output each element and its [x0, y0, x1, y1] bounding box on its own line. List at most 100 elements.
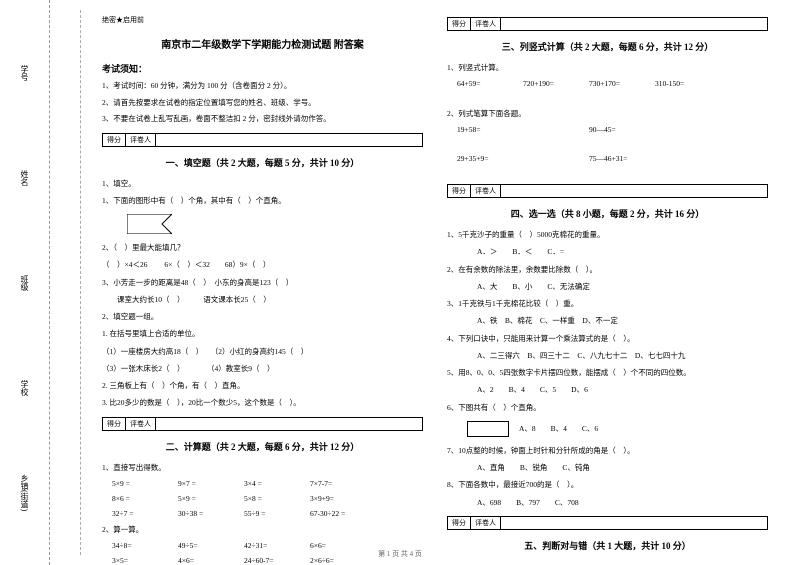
section-2-title: 二、计算题（共 2 大题，每题 6 分，共计 12 分）	[102, 440, 423, 453]
calc-r3: 32÷7 = 30÷38 = 55÷9 = 67-30÷22 =	[112, 509, 423, 518]
fill-q3-5: 3. 比20多少的数是（ ），20比一个数少5，这个数是（ ）。	[102, 397, 423, 408]
calc-cell: 3×9+9=	[310, 494, 360, 503]
fill-q3: 2、填空题一组。	[102, 311, 423, 322]
calc-cell: 7×7-7=	[310, 479, 360, 488]
reviewer-cell: 评卷人	[126, 418, 156, 430]
reviewer-cell: 评卷人	[126, 134, 156, 146]
calc-cell: 3×4 =	[244, 479, 294, 488]
page-footer: 第 1 页 共 4 页	[0, 549, 800, 559]
choose-q5: 5、用8、0、0、5四张数字卡片摆四位数，能摆成（ ）个不同的四位数。	[447, 367, 768, 378]
calc-r2: 8×6 = 5×9 = 5×8 = 3×9+9=	[112, 494, 423, 503]
calc-cell: 64+59=	[457, 79, 507, 88]
score-cell: 得分	[448, 185, 471, 197]
choose-q1: 1、5千克沙子的重量（ ）5000克棉花的重量。	[447, 229, 768, 240]
score-box-4: 得分 评卷人	[447, 184, 768, 198]
fill-q1-1: 1、下面的图形中有（ ）个角，其中有（ ）个直角。	[102, 195, 423, 206]
calc-cell: 5×9 =	[112, 479, 162, 488]
choose-q8: 8、下面各数中，最接近700的是（ ）。	[447, 479, 768, 490]
score-cell: 得分	[448, 517, 471, 529]
score-box-2: 得分 评卷人	[102, 417, 423, 431]
choose-q1o: A．＞ B．＜ C．=	[477, 246, 768, 257]
notice-3: 3、不要在试卷上乱写乱画，卷面不整洁扣 2 分，密封线外请勿作答。	[102, 114, 423, 125]
blank-cell	[501, 18, 541, 30]
calc-cell: 90—45=	[589, 125, 639, 134]
fill-q3-2: （1）一座楼房大约高18（ ） （2）小红的身高约145（ ）	[102, 346, 423, 357]
page-columns: 绝密★启用前 南京市二年级数学下学期能力检测试题 附答案 考试须知： 1、考试时…	[50, 0, 800, 565]
choose-q5o: A、2 B、4 C、5 D、6	[477, 384, 768, 395]
vert-r1: 64+59= 720+190= 730+170= 310-150=	[457, 79, 768, 88]
reviewer-cell: 评卷人	[471, 517, 501, 529]
choose-q4o: A、二三得六 B、四三十二 C、八九七十二 D、七七四十九	[477, 350, 768, 361]
score-cell: 得分	[448, 18, 471, 30]
flag-shape	[127, 214, 172, 234]
score-cell: 得分	[103, 134, 126, 146]
calc-cell	[523, 154, 573, 163]
fill-q2: 2、（ ）里最大能填几？	[102, 242, 423, 253]
score-box-5: 得分 评卷人	[447, 516, 768, 530]
vert-r3: 29+35+9= 75—46+31=	[457, 154, 768, 163]
vert-q1: 1、列竖式计算。	[447, 62, 768, 73]
exam-title: 南京市二年级数学下学期能力检测试题 附答案	[102, 36, 423, 51]
score-cell: 得分	[103, 418, 126, 430]
calc-cell: 9×7 =	[178, 479, 228, 488]
calc-cell: 29+35+9=	[457, 154, 507, 163]
q6-row: A、8 B、4 C、6	[447, 419, 768, 439]
label-town: 乡镇(街道)	[19, 463, 30, 523]
choose-q3: 3、1千克铁与1千克棉花比较（ ）重。	[447, 298, 768, 309]
notice-heading: 考试须知：	[102, 62, 423, 75]
choose-q2: 2、在有余数的除法里，余数要比除数（ ）。	[447, 264, 768, 275]
spacer	[447, 140, 768, 148]
score-box-3: 得分 评卷人	[447, 17, 768, 31]
calc-cell: 19+58=	[457, 125, 507, 134]
vert-r2: 19+58= 90—45=	[457, 125, 768, 134]
label-school: 学校	[19, 358, 30, 418]
fill-q2-3: 课室大约长10（ ） 语文课本长25（ ）	[102, 294, 423, 305]
label-student-id: 学号	[19, 43, 30, 103]
notice-1: 1、考试时间：60 分钟，满分为 100 分（含卷面分 2 分）。	[102, 81, 423, 92]
fill-q3-1: 1. 在括号里填上合适的单位。	[102, 328, 423, 339]
fill-q3-4: 2. 三角板上有（ ）个角，有（ ）直角。	[102, 380, 423, 391]
calc-cell: 30÷38 =	[178, 509, 228, 518]
confidential-mark: 绝密★启用前	[102, 15, 423, 25]
calc-cell	[523, 125, 573, 134]
notice-2: 2、请首先按要求在试卷的指定位置填写您的姓名、班级、学号。	[102, 98, 423, 109]
choose-q2o: A、大 B、小 C、无法确定	[477, 281, 768, 292]
binding-margin: 学号 姓名 班级 学校 乡镇(街道)	[0, 0, 50, 565]
blank-cell	[156, 418, 196, 430]
label-class: 班级	[19, 253, 30, 313]
calc-cell: 8×6 =	[112, 494, 162, 503]
seal-line	[80, 10, 81, 555]
choose-q7: 7、10点整的时候，钟面上时针和分针所成的角是（ ）。	[447, 445, 768, 456]
fill-q3-3: （3）一张木床长2（ ） （4）教室长9（ ）	[102, 363, 423, 374]
calc-r1: 5×9 = 9×7 = 3×4 = 7×7-7=	[112, 479, 423, 488]
reviewer-cell: 评卷人	[471, 185, 501, 197]
reviewer-cell: 评卷人	[471, 18, 501, 30]
vert-q2: 2、列式笔算下面各题。	[447, 108, 768, 119]
choose-q7o: A、直角 B、锐角 C、钝角	[477, 462, 768, 473]
calc-cell: 310-150=	[655, 79, 705, 88]
section-4-title: 四、选一选（共 8 小题，每题 2 分，共计 16 分）	[447, 207, 768, 220]
choose-q6: 6、下图共有（ ）个直角。	[447, 402, 768, 413]
section-1-title: 一、填空题（共 2 大题，每题 5 分，共计 10 分）	[102, 156, 423, 169]
calc-cell: 720+190=	[523, 79, 573, 88]
blank-cell	[501, 185, 541, 197]
calc-cell: 5×8 =	[244, 494, 294, 503]
column-left: 绝密★启用前 南京市二年级数学下学期能力检测试题 附答案 考试须知： 1、考试时…	[90, 15, 435, 555]
calc-q2: 2、算一算。	[102, 524, 423, 535]
calc-q1: 1、直接写出得数。	[102, 462, 423, 473]
score-box-1: 得分 评卷人	[102, 133, 423, 147]
fill-q2-1: （ ）×4＜26 6×（ ）＜32 68）9×（ ）	[102, 259, 423, 270]
blank-cell	[501, 517, 541, 529]
blank-cell	[156, 134, 196, 146]
fill-q2-2: 3、小芳走一步的距离是48（ ） 小东的身高是123（ ）	[102, 277, 423, 288]
calc-cell: 75—46+31=	[589, 154, 639, 163]
label-name: 姓名	[19, 148, 30, 208]
choose-q3o: A、铁 B、棉花 C、一样重 D、不一定	[477, 315, 768, 326]
choose-q8o: A、698 B、797 C、708	[477, 497, 768, 508]
calc-cell: 67-30÷22 =	[310, 509, 360, 518]
rect-shape	[467, 421, 509, 437]
choose-q4: 4、下列口诀中，只能用来计算一个乘法算式的是（ ）。	[447, 333, 768, 344]
calc-cell: 730+170=	[589, 79, 639, 88]
fill-q1: 1、填空。	[102, 178, 423, 189]
spacer	[447, 169, 768, 177]
